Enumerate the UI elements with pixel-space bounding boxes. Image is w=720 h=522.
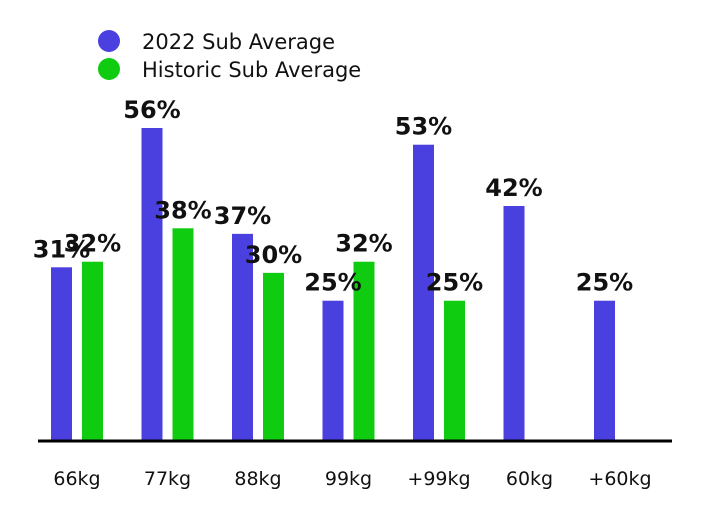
x-tick-label-60kg: 60kg [506,468,553,490]
bar-77kg-series-2 [172,228,194,440]
x-tick-label-88kg: 88kg [234,468,281,490]
bar-60kg-series-1 [503,206,525,440]
bar-plus-99kg-series-2 [444,300,465,440]
x-tick-labels: 66kg 77kg 88kg 99kg +99kg 60kg +60kg [53,468,651,490]
bar-88kg-series-2 [263,272,284,440]
x-tick-label-99kg: 99kg [325,468,372,490]
x-tick-label-plus-60kg: +60kg [588,468,651,490]
data-label-plus-99kg-series-1: 53% [395,113,452,141]
bar-plus-99kg-series-1 [413,144,434,440]
data-label-77kg-series-2: 38% [154,196,211,224]
data-label-88kg-series-1: 37% [214,202,271,230]
x-tick-label-66kg: 66kg [53,468,100,490]
legend-marker-1 [98,30,120,52]
x-tick-label-plus-99kg: +99kg [407,468,470,490]
data-label-88kg-series-2: 30% [245,241,302,269]
data-label-66kg-series-1: 31% [33,235,90,263]
bar-plus-60kg-series-1 [594,300,615,440]
data-labels: 31%32%56%38% 37%30%25%32%53%25%42%25% [33,96,633,297]
data-label-60kg-series-1: 42% [485,174,542,202]
legend-label-1: 2022 Sub Average [142,30,335,54]
x-tick-label-77kg: 77kg [144,468,191,490]
data-label-plus-60kg-series-1: 25% [576,269,633,297]
bar-66kg-series-2 [82,261,103,440]
data-label-99kg-series-1: 25% [304,269,361,297]
data-label-77kg-series-1: 56% [123,96,180,124]
data-label-99kg-series-2: 32% [335,230,392,258]
bar-99kg-series-2 [353,261,375,440]
bars [51,128,615,440]
bar-66kg-series-1 [51,267,72,440]
data-label-66kg-series-2: 32% [64,230,121,258]
legend-label-2: Historic Sub Average [142,58,361,82]
data-label-plus-99kg-series-2: 25% [426,269,483,297]
legend-marker-2 [98,58,120,80]
bar-88kg-series-1 [232,233,253,440]
bar-99kg-series-1 [322,300,344,440]
legend: 2022 Sub Average Historic Sub Average [98,30,361,82]
bar-77kg-series-1 [141,128,163,440]
